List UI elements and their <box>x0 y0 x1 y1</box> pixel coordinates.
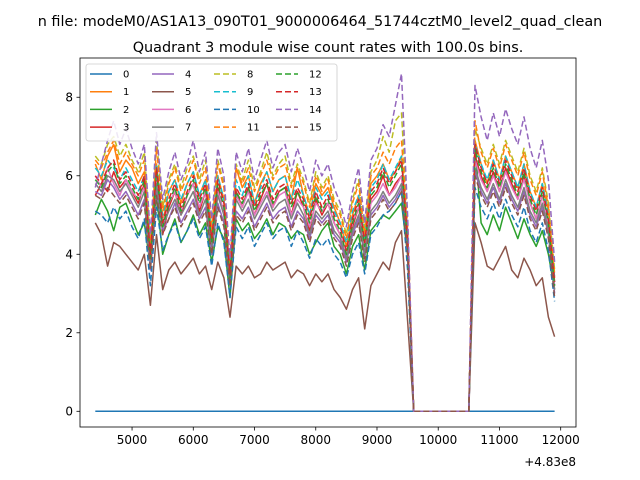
series-9-line <box>94 143 556 413</box>
series-4-line <box>94 171 556 413</box>
y-tick-label-6: 6 <box>65 169 73 183</box>
legend-label-14: 14 <box>309 105 322 116</box>
y-tick-label-4: 4 <box>65 247 73 261</box>
x-tick-label-11000: 11000 <box>480 433 518 447</box>
y-tick-label-2: 2 <box>65 326 73 340</box>
series-12-line <box>94 147 556 413</box>
x-tick-label-5000: 5000 <box>117 433 148 447</box>
legend-label-8: 8 <box>247 70 253 81</box>
series-layer <box>94 72 556 413</box>
legend-label-0: 0 <box>123 70 129 81</box>
y-tick-label-8: 8 <box>65 90 73 104</box>
legend-label-7: 7 <box>185 123 191 134</box>
series-13-line <box>94 143 556 413</box>
legend-label-4: 4 <box>185 70 191 81</box>
series-8-line <box>94 112 556 413</box>
y-tick-label-0: 0 <box>65 404 73 418</box>
legend-label-9: 9 <box>247 87 253 98</box>
legend-label-12: 12 <box>309 70 322 81</box>
legend-label-13: 13 <box>309 87 322 98</box>
legend-label-6: 6 <box>185 105 191 116</box>
x-tick-label-10000: 10000 <box>419 433 457 447</box>
series-10-line <box>94 186 556 413</box>
x-tick-label-9000: 9000 <box>362 433 393 447</box>
x-tick-label-12000: 12000 <box>542 433 580 447</box>
legend-label-10: 10 <box>247 105 260 116</box>
series-11-line <box>94 120 556 413</box>
x-tick-label-8000: 8000 <box>300 433 331 447</box>
x-axis: 5000 6000 7000 8000 9000 10000 11000 12000 <box>117 427 580 447</box>
plot-frame <box>79 57 577 428</box>
series-5-line <box>94 222 556 413</box>
legend-label-3: 3 <box>123 123 129 134</box>
legend-label-5: 5 <box>185 87 191 98</box>
y-axis: 0 2 4 6 8 <box>65 90 80 418</box>
figure-suptitle: n file: modeM0/AS1A13_090T01_9000006464_… <box>38 14 603 30</box>
legend-label-15: 15 <box>309 123 322 134</box>
legend-label-2: 2 <box>123 105 129 116</box>
legend-label-1: 1 <box>123 87 129 98</box>
series-3-line <box>94 155 556 413</box>
x-tick-label-7000: 7000 <box>239 433 270 447</box>
series-14-line <box>94 72 556 413</box>
legend-box <box>85 63 338 142</box>
x-tick-label-6000: 6000 <box>178 433 209 447</box>
series-15-line <box>94 175 556 413</box>
legend-label-11: 11 <box>247 123 260 134</box>
chart-title: Quadrant 3 module wise count rates with … <box>133 40 524 56</box>
series-7-line <box>94 167 556 413</box>
x-offset-label: +4.83e8 <box>524 455 576 469</box>
